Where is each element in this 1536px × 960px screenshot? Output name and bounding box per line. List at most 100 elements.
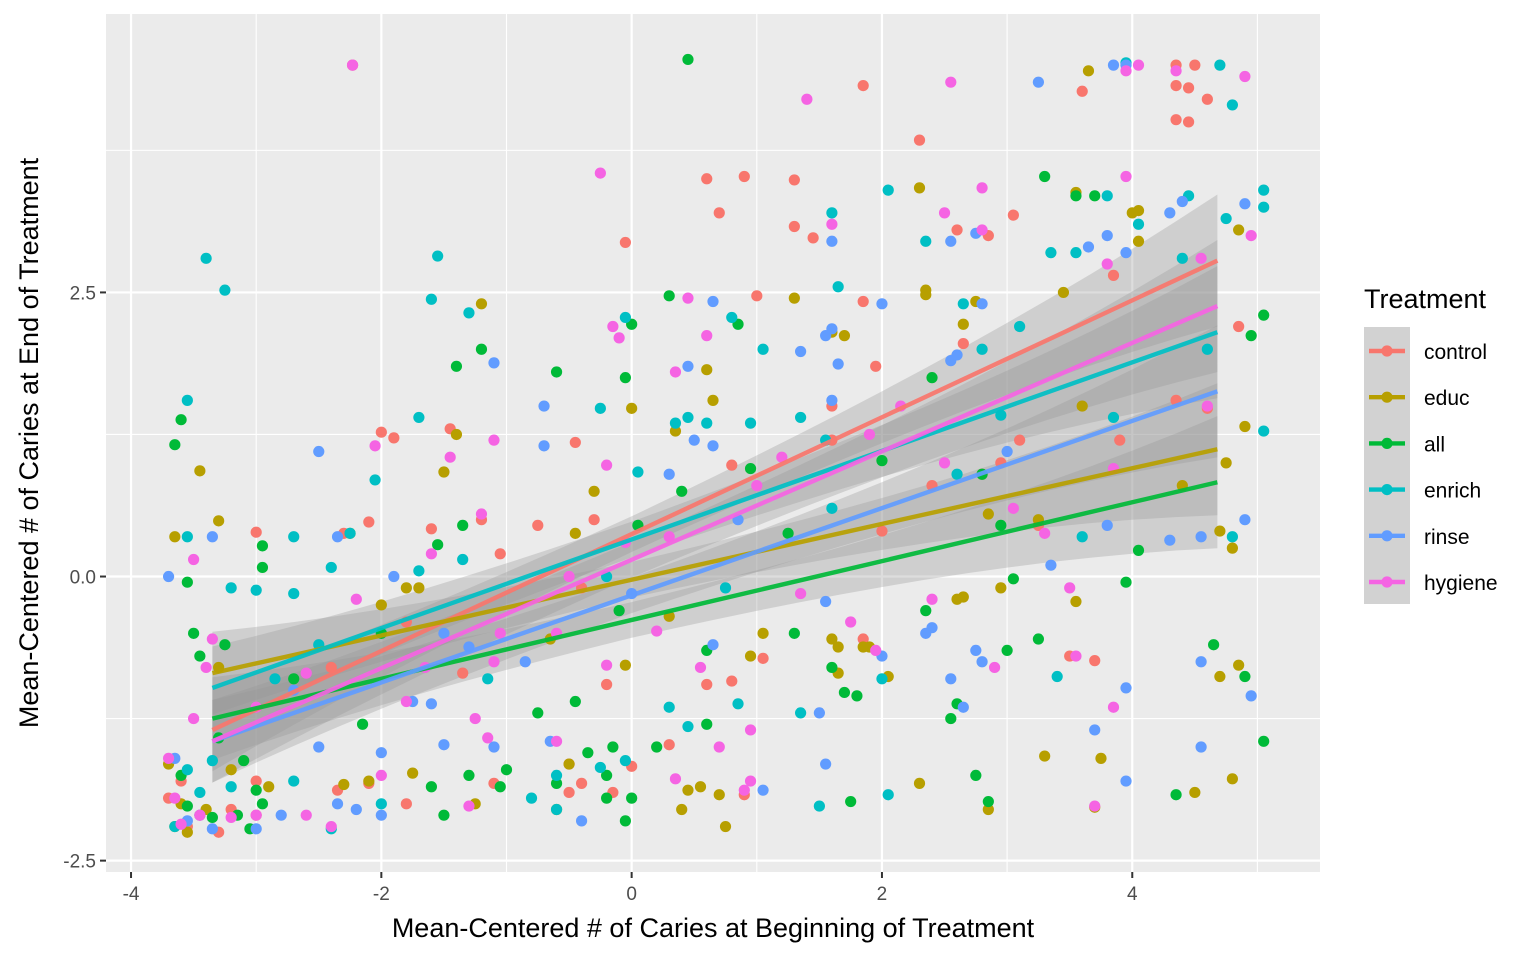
data-point-educ (450, 428, 463, 441)
data-point-all (181, 800, 193, 812)
data-point-hygiene (200, 661, 212, 674)
data-point-educ (407, 767, 419, 779)
data-point-educ (788, 292, 800, 304)
data-point-all (450, 360, 463, 372)
data-point-all (682, 53, 694, 66)
data-point-enrich (594, 761, 606, 774)
data-point-all (651, 741, 663, 753)
data-point-rinse (1001, 445, 1013, 458)
data-point-rinse (1176, 195, 1188, 208)
data-point-enrich (1214, 59, 1226, 71)
data-point-enrich (1070, 247, 1082, 259)
data-point-rinse (1101, 519, 1113, 531)
x-axis-title: Mean-Centered # of Caries at Beginning o… (392, 913, 1035, 943)
data-point-hygiene (801, 93, 813, 105)
data-point-hygiene (1107, 701, 1120, 713)
data-point-hygiene (651, 625, 663, 637)
legend-label-all: all (1424, 433, 1445, 456)
data-point-all (601, 792, 613, 804)
confidence-band-control (212, 194, 1218, 772)
data-point-all (838, 686, 851, 699)
data-point-educ (682, 784, 694, 796)
data-point-enrich (200, 252, 212, 264)
data-point-rinse (1245, 690, 1257, 702)
data-point-rinse (820, 595, 832, 608)
data-point-control (857, 79, 869, 92)
data-point-all (851, 690, 863, 702)
data-point-control (1076, 85, 1088, 97)
data-point-rinse (519, 656, 531, 668)
data-point-rinse (920, 627, 932, 639)
data-point-hygiene (744, 724, 757, 736)
data-point-all (432, 539, 444, 551)
data-point-rinse (1195, 531, 1207, 543)
data-point-enrich (951, 468, 963, 480)
data-point-educ (1070, 595, 1082, 608)
data-point-control (788, 220, 800, 233)
data-point-hygiene (1007, 502, 1019, 514)
data-point-all (188, 627, 200, 639)
data-point-all (582, 747, 594, 759)
data-point-all (782, 527, 794, 539)
data-point-rinse (1082, 241, 1095, 253)
data-point-hygiene (482, 732, 494, 744)
data-point-rinse (1239, 198, 1251, 210)
data-point-enrich (369, 474, 381, 486)
data-point-control (575, 777, 588, 789)
data-point-enrich (1107, 411, 1120, 424)
data-point-rinse (707, 639, 719, 651)
data-point-enrich (432, 250, 444, 262)
data-point-rinse (313, 741, 325, 753)
data-point-hygiene (601, 459, 613, 471)
data-point-enrich (375, 798, 387, 810)
data-point-enrich (813, 800, 825, 812)
data-point-all (500, 764, 513, 776)
data-point-educ (1189, 786, 1201, 799)
data-point-control (1170, 79, 1182, 92)
data-point-all (1070, 190, 1082, 202)
data-point-educ (363, 775, 375, 787)
data-point-all (238, 755, 250, 767)
data-point-enrich (463, 307, 475, 319)
data-point-all (169, 439, 181, 451)
data-point-educ (744, 650, 757, 662)
data-point-rinse (1164, 534, 1176, 546)
data-point-enrich (425, 293, 438, 305)
data-point-enrich (826, 502, 838, 514)
data-point-control (250, 526, 262, 538)
data-point-control (1014, 434, 1026, 446)
data-point-educ (982, 803, 994, 816)
data-point-hygiene (701, 330, 713, 342)
data-point-rinse (313, 445, 325, 458)
data-point-hygiene (1245, 230, 1257, 242)
data-point-enrich (920, 235, 932, 247)
data-point-hygiene (175, 818, 187, 830)
data-point-all (206, 811, 218, 824)
data-point-all (619, 815, 631, 827)
data-point-enrich (225, 781, 237, 793)
data-point-all (920, 605, 932, 617)
data-point-all (744, 462, 757, 475)
data-point-hygiene (751, 480, 763, 492)
data-point-educ (169, 531, 181, 543)
data-point-all (1258, 309, 1270, 321)
data-point-control (601, 678, 613, 691)
data-point-educ (619, 659, 631, 671)
data-point-hygiene (744, 775, 757, 787)
data-point-hygiene (188, 553, 200, 566)
data-point-educ (1220, 457, 1232, 469)
data-point-rinse (1107, 59, 1120, 71)
data-point-enrich (976, 343, 988, 355)
data-point-educ (413, 582, 425, 594)
legend-label-rinse: rinse (1424, 526, 1470, 549)
data-point-control (1182, 82, 1195, 94)
data-point-control (751, 290, 763, 302)
data-point-rinse (488, 357, 500, 369)
data-point-educ (338, 778, 350, 791)
data-point-enrich (181, 394, 193, 406)
data-point-all (425, 781, 438, 793)
legend-key-background (1364, 327, 1410, 604)
data-point-enrich (882, 184, 894, 196)
data-point-enrich (1201, 343, 1213, 355)
